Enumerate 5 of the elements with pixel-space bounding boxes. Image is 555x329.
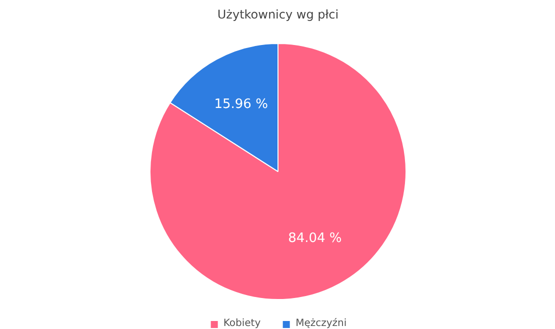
chart-title: Użytkownicy wg płci [217, 8, 339, 22]
data-label: 84.04 % [288, 230, 342, 246]
data-label: 15.96 % [214, 97, 268, 112]
legend-label: Mężczyźni [296, 318, 347, 329]
legend-label: Kobiety [223, 318, 261, 329]
